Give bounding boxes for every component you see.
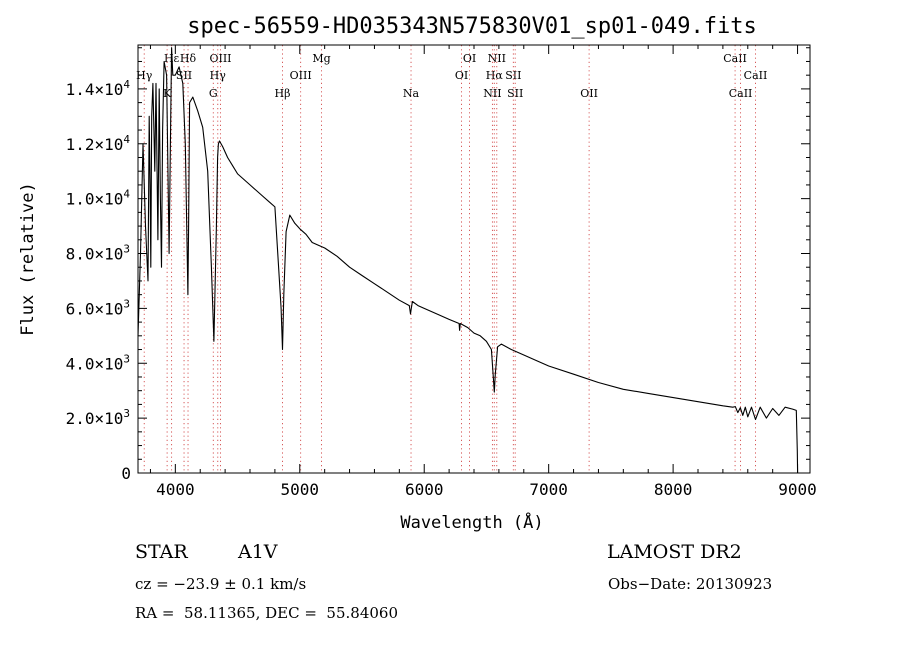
x-tick-label: 8000: [654, 480, 693, 499]
marker-label: OIII: [290, 69, 312, 82]
marker-label: OII: [580, 87, 598, 100]
marker-label: CaII: [729, 87, 753, 100]
spectral-subclass: A1V: [238, 541, 278, 563]
object-class: STAR: [135, 541, 188, 563]
chart-title: spec-56559-HD035343N575830V01_sp01-049.f…: [187, 14, 757, 39]
y-tick-label: 1.0×104: [66, 188, 131, 209]
plot-frame: [137, 44, 811, 474]
y-tick-label: 1.4×104: [66, 78, 131, 99]
marker-label: NII: [483, 87, 501, 100]
y-tick-label: 1.2×104: [66, 133, 131, 154]
marker-label: Mg: [312, 52, 330, 65]
marker-label: OI: [455, 69, 468, 82]
marker-label: SII: [505, 69, 521, 82]
y-axis-label: Flux (relative): [18, 182, 38, 336]
spectrum-line: [137, 47, 799, 474]
marker-label: OI: [463, 52, 476, 65]
marker-label: G: [209, 87, 218, 100]
y-tick-label: 6.0×103: [66, 297, 130, 318]
marker-label: SII: [176, 69, 192, 82]
marker-label: Hδ: [180, 52, 197, 65]
axes: 4000 5000 6000 7000 8000 9000 0 2.0×103 4.0×103 6…: [66, 44, 817, 499]
x-tick-label: 9000: [778, 480, 817, 499]
x-axis-label: Wavelength (Å): [400, 511, 543, 533]
x-tick-label: 4000: [156, 480, 195, 499]
marker-label: Hγ: [136, 69, 153, 82]
y-tick-label: 8.0×103: [66, 243, 130, 264]
marker-label: Na: [403, 87, 420, 100]
y-tick-label: 4.0×103: [66, 352, 130, 373]
marker-label: CaII: [744, 69, 768, 82]
plot-area: [137, 47, 799, 474]
marker-label: Hγ: [210, 69, 227, 82]
marker-label: Hα: [486, 69, 504, 82]
marker-label: OIII: [209, 52, 231, 65]
survey-name: LAMOST DR2: [607, 541, 742, 563]
x-tick-label: 7000: [529, 480, 568, 499]
marker-label: Hβ: [275, 87, 291, 100]
coordinates: RA = 58.11365, DEC = 55.84060: [135, 604, 399, 622]
marker-label: SII: [507, 87, 523, 100]
marker-label: K: [163, 87, 172, 100]
y-tick-label: 2.0×103: [66, 407, 130, 428]
marker-label: CaII: [723, 52, 747, 65]
x-tick-label: 5000: [281, 480, 320, 499]
redshift-velocity: cz = −23.9 ± 0.1 km/s: [135, 575, 307, 593]
x-tick-label: 6000: [405, 480, 444, 499]
y-tick-label: 0: [121, 464, 131, 483]
observation-date: Obs−Date: 20130923: [608, 575, 773, 593]
marker-label: NII: [488, 52, 506, 65]
